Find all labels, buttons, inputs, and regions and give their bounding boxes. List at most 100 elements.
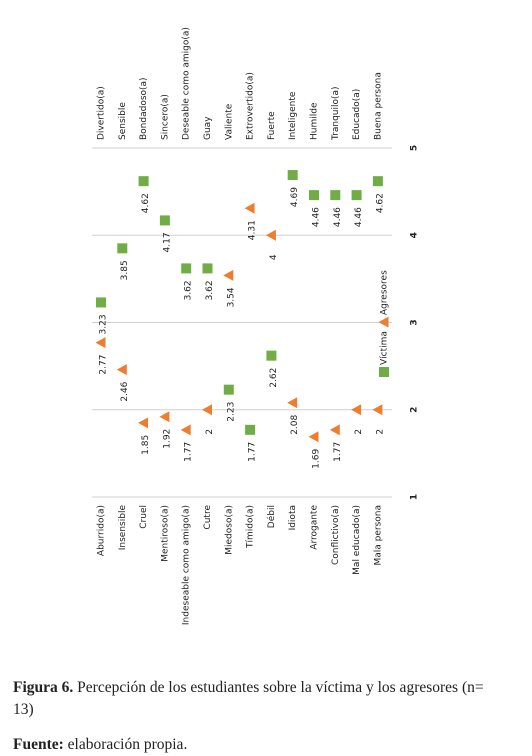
- data-label: 3.62: [205, 280, 215, 300]
- chart: 1 2 3 4 5 Víctima Agresores Aburrido(a) Divertid…: [92, 27, 420, 625]
- category-label: Indeseable como amigo(a): [182, 505, 192, 625]
- category-label: Cutre: [203, 505, 213, 530]
- source-text: elaboración propia.: [67, 736, 188, 753]
- data-label: 3.23: [99, 314, 109, 334]
- data-label: 2.08: [290, 414, 300, 434]
- data-label: 2.46: [120, 381, 130, 401]
- data-label: 3.62: [184, 280, 194, 300]
- data-label: 3.85: [120, 260, 130, 280]
- data-label: 2: [354, 429, 364, 435]
- data-label: 4.46: [333, 207, 343, 227]
- data-point: [117, 243, 128, 254]
- opposite-category-label: Guay: [203, 116, 213, 140]
- data-point: [309, 190, 319, 201]
- data-point: [181, 263, 192, 274]
- opposite-category-label: Educado(a): [352, 89, 362, 140]
- category-label: Mentiroso(a): [160, 505, 170, 562]
- data-label: 1.85: [141, 435, 151, 455]
- data-label: 4.31: [248, 220, 258, 240]
- data-point: [223, 384, 234, 395]
- legend-marker: [378, 316, 389, 328]
- data-point: [138, 417, 149, 429]
- opposite-category-label: Inteligente: [288, 91, 298, 140]
- data-point: [159, 215, 170, 226]
- data-label: 1.92: [162, 429, 172, 449]
- figure-caption: Figura 6. Percepción de los estudiantes …: [13, 677, 505, 721]
- data-label: 2: [375, 429, 385, 435]
- data-point: [202, 263, 213, 274]
- opposite-category-label: Tranquilo(a): [331, 86, 341, 141]
- data-point: [287, 170, 298, 181]
- category-label: Miedoso(a): [224, 505, 234, 555]
- data-label: 4.46: [312, 207, 322, 227]
- data-label: 1.77: [333, 442, 343, 462]
- data-label: 2: [205, 429, 215, 435]
- opposite-category-label: Fuerte: [267, 111, 277, 140]
- caption-text: Percepción de los estudiantes sobre la v…: [13, 679, 484, 718]
- data-point: [351, 190, 362, 201]
- data-label: 2.23: [226, 402, 236, 422]
- category-label: Insensible: [118, 505, 128, 551]
- data-label: 3.54: [226, 287, 236, 307]
- opposite-category-label: Valiente: [224, 103, 234, 140]
- data-point: [138, 176, 149, 187]
- data-point: [351, 404, 362, 416]
- data-point: [265, 229, 276, 241]
- data-label: 4.69: [290, 187, 300, 207]
- data-point: [329, 424, 340, 436]
- opposite-category-label: Bondadoso(a): [139, 77, 149, 140]
- data-label: 1.69: [312, 449, 322, 469]
- category-label: Mala persona: [373, 505, 383, 566]
- category-label: Arrogante: [310, 505, 320, 550]
- data-point: [223, 269, 234, 281]
- opposite-category-label: Sincero(a): [160, 94, 170, 140]
- opposite-category-label: Humilde: [310, 102, 320, 140]
- x-tick-label: 2: [410, 407, 420, 413]
- data-point: [96, 297, 106, 308]
- data-label: 4.17: [162, 232, 172, 252]
- opposite-category-label: Buena persona: [373, 72, 383, 140]
- x-tick-label: 5: [410, 145, 420, 151]
- opposite-category-label: Divertido(a): [97, 86, 107, 140]
- category-label: Mal educado(a): [352, 505, 362, 575]
- category-label: Débil: [266, 505, 277, 528]
- opposite-category-label: Deseable como amigo(a): [182, 27, 192, 140]
- figure-source: Fuente: elaboración propia.: [13, 734, 505, 756]
- data-point: [308, 431, 319, 443]
- legend-marker: [379, 367, 389, 377]
- opposite-category-label: Sensible: [118, 102, 128, 140]
- data-point: [287, 397, 298, 409]
- category-label: Idiota: [288, 505, 298, 530]
- data-label: 1.77: [248, 442, 258, 462]
- data-label: 4.62: [375, 193, 385, 213]
- data-point: [180, 424, 191, 436]
- caption-label: Figura 6.: [13, 679, 74, 696]
- data-point: [159, 411, 170, 423]
- data-point: [266, 350, 277, 361]
- data-point: [330, 190, 341, 201]
- data-point: [95, 337, 106, 349]
- legend-label: Víctima: [380, 331, 390, 365]
- data-point: [202, 404, 212, 416]
- legend-label: Agresores: [380, 270, 390, 315]
- source-label: Fuente:: [13, 736, 64, 753]
- x-tick-label: 1: [410, 494, 420, 500]
- category-label: Tímido(a): [246, 505, 256, 549]
- category-label: Aburrido(a): [97, 505, 107, 556]
- data-point: [372, 176, 383, 187]
- category-label: Cruel: [139, 505, 149, 529]
- opposite-category-label: Extrovertido(a): [246, 72, 256, 140]
- data-label: 2.62: [269, 368, 279, 388]
- data-point: [372, 404, 383, 416]
- data-label: 1.77: [184, 442, 194, 462]
- data-point: [244, 202, 255, 214]
- data-label: 4.46: [354, 207, 364, 227]
- x-tick-label: 3: [410, 319, 420, 325]
- category-label: Conflictivo(a): [331, 505, 341, 565]
- data-point: [116, 364, 127, 376]
- data-label: 4.62: [141, 193, 151, 213]
- data-label: 4: [269, 254, 279, 260]
- data-point: [245, 424, 256, 435]
- data-label: 2.77: [99, 355, 109, 375]
